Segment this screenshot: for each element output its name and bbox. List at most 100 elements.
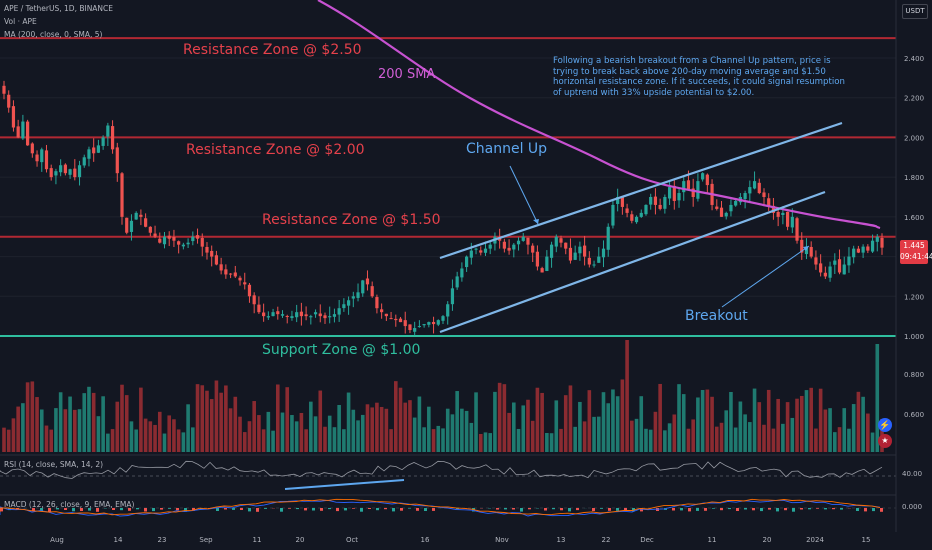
breakout-label: Breakout (685, 308, 748, 324)
volume-bar (733, 427, 738, 452)
rsi-divergence-line (284, 479, 405, 490)
candle-body (540, 268, 544, 273)
candle-body (842, 264, 846, 275)
volume-bar (596, 416, 601, 452)
candle-body (290, 316, 294, 319)
volume-bar (87, 386, 91, 452)
macd-hist-bar (400, 508, 403, 511)
macd-hist-bar (320, 508, 323, 511)
candle-body (601, 248, 606, 258)
macd-hist-bar (456, 508, 459, 510)
volume-bar (795, 398, 799, 452)
x-tick-label: Aug (50, 536, 64, 544)
macd-hist-bar (504, 508, 507, 510)
channel-lines (439, 121, 843, 334)
volume-bar (219, 392, 223, 452)
volume-bar (469, 422, 474, 452)
volume-bar (54, 408, 58, 452)
macd-hist-bar (680, 508, 683, 511)
volume-bar (573, 426, 577, 452)
volume-bar (601, 392, 606, 452)
candle-body (743, 193, 747, 199)
candle-body (781, 212, 785, 216)
volume-bar (729, 392, 733, 452)
candle-body (757, 182, 761, 194)
volume-bar (526, 399, 530, 452)
volume-bar (748, 422, 752, 452)
candle-body (559, 238, 563, 243)
volume-bar (653, 411, 658, 452)
volume-bar (752, 388, 757, 452)
candle-body (243, 282, 247, 285)
candle-body (611, 204, 615, 226)
volume-bar (658, 383, 662, 452)
candle-body (847, 256, 851, 266)
volume-bar (823, 409, 828, 452)
volume-bar (134, 429, 138, 452)
macd-hist-bar (424, 508, 427, 511)
volume-bar (408, 400, 412, 452)
volume-bar (181, 432, 186, 452)
macd-hist-bar (296, 508, 299, 510)
macd-hist-bar (624, 508, 627, 511)
candle-body (384, 313, 388, 317)
candle-body (870, 240, 875, 252)
macd-hist-bar (816, 508, 819, 509)
y-tick-label: 2.200 (904, 95, 924, 103)
candle-body (776, 211, 780, 217)
volume-bar (478, 433, 483, 452)
volume-bar (705, 389, 710, 452)
candle-body (488, 244, 492, 249)
candle-body (644, 204, 648, 215)
candle-body (92, 147, 96, 154)
macd-hist-bar (328, 508, 331, 510)
candle-body (748, 187, 752, 194)
volume-bar (847, 428, 851, 452)
macd-hist-bar (544, 508, 547, 511)
candles (2, 80, 884, 336)
macd-signal-line (0, 498, 881, 516)
volume-bar (318, 390, 323, 452)
macd-hist-bar (744, 508, 747, 510)
macd-hist-bar (720, 508, 723, 511)
candle-body (616, 197, 620, 204)
currency-badge[interactable]: USDT (902, 4, 928, 19)
volume-bar (851, 404, 856, 452)
channel-arrow (509, 165, 539, 225)
candle-body (507, 247, 511, 251)
x-tick-label: Oct (346, 536, 358, 544)
volume-bar (167, 415, 172, 452)
volume-bar (724, 410, 729, 452)
candle-body (441, 316, 445, 321)
candle-body (167, 235, 171, 239)
candle-body (205, 246, 209, 253)
volume-bar (228, 408, 233, 452)
volume-bar (214, 380, 219, 452)
macd-hist-bar (184, 508, 187, 512)
macd-hist-bar (864, 508, 867, 512)
macd-hist-bar (712, 508, 715, 509)
candle-body (276, 311, 280, 315)
lightning-icon[interactable]: ⚡ (878, 418, 892, 432)
macd-hist-bar (256, 508, 259, 512)
channel-upper-line (439, 121, 843, 260)
candle-body (800, 239, 804, 253)
candle-body (564, 242, 568, 249)
volume-bar (110, 429, 115, 452)
us-flag-icon[interactable]: ★ (878, 434, 892, 448)
volume-bar (356, 420, 360, 452)
x-tick-label: 22 (602, 536, 611, 544)
candle-body (87, 149, 91, 159)
volume-bar (460, 408, 464, 452)
volume-bar (766, 389, 771, 452)
x-tick-label: 16 (421, 536, 430, 544)
macd-hist-bar (600, 508, 603, 509)
volume-bar (781, 423, 785, 452)
candle-body (549, 244, 554, 258)
candle-body (346, 300, 351, 306)
volume-bar (11, 418, 16, 452)
volume-bar (870, 432, 875, 452)
volume-bar (271, 430, 275, 452)
macd-hist-bar (160, 508, 163, 510)
